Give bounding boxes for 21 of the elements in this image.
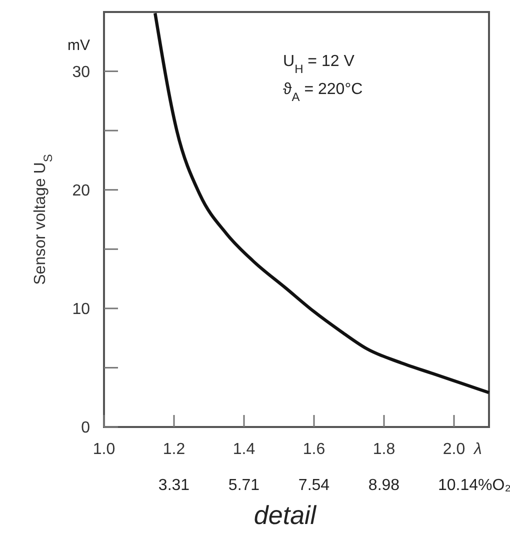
y-tick-label: 30: [72, 64, 90, 81]
line-series: [154, 12, 491, 394]
x-tick-label: 1.8: [372, 441, 396, 458]
text: 5.71: [228, 477, 260, 494]
y-tick-label: 20: [72, 182, 90, 200]
y-tick-label: 0: [81, 420, 90, 437]
text: mV: [68, 37, 90, 54]
text: 7.54: [298, 477, 330, 494]
text: 8.98: [368, 477, 400, 494]
x-tick-label: 1.6: [302, 441, 326, 458]
x-tick-label: 1.0: [92, 441, 116, 458]
annotation: ϑ$_{A}$ = 220°C: [283, 81, 363, 104]
x-tick-label: 1.4: [232, 441, 256, 458]
y-tick-label: 10: [72, 301, 90, 318]
text: 10.14%O₂: [438, 477, 510, 494]
x-tick-label: 1.2: [162, 441, 186, 458]
x-axis-title: λ: [473, 441, 482, 458]
text: detail: [254, 500, 318, 530]
text: 3.31: [158, 477, 190, 494]
x-tick-label: 2.0: [442, 441, 466, 458]
annotation: U$_{H}$ = 12 V: [283, 53, 355, 76]
